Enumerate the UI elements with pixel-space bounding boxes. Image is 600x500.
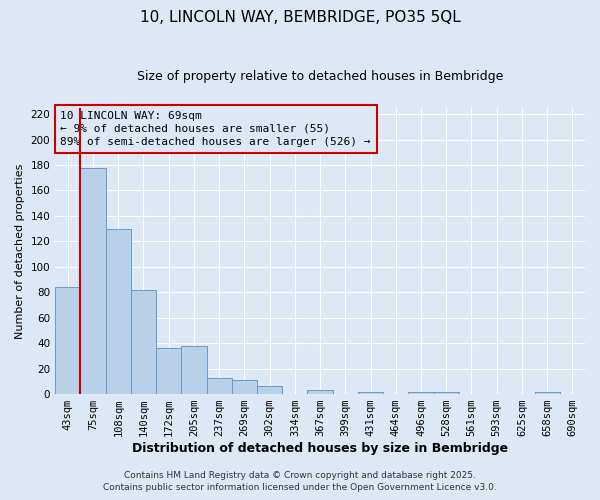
- Bar: [358, 392, 383, 394]
- Bar: [206, 378, 232, 394]
- Bar: [434, 392, 459, 394]
- Bar: [535, 392, 560, 394]
- Title: Size of property relative to detached houses in Bembridge: Size of property relative to detached ho…: [137, 70, 503, 83]
- Bar: [80, 168, 106, 394]
- Bar: [55, 287, 80, 394]
- Bar: [307, 390, 332, 394]
- Bar: [232, 380, 257, 394]
- Bar: [156, 348, 181, 394]
- Y-axis label: Number of detached properties: Number of detached properties: [15, 163, 25, 338]
- Bar: [131, 290, 156, 394]
- Bar: [257, 386, 282, 394]
- Bar: [181, 346, 206, 394]
- X-axis label: Distribution of detached houses by size in Bembridge: Distribution of detached houses by size …: [132, 442, 508, 455]
- Text: 10 LINCOLN WAY: 69sqm
← 9% of detached houses are smaller (55)
89% of semi-detac: 10 LINCOLN WAY: 69sqm ← 9% of detached h…: [61, 110, 371, 147]
- Bar: [106, 228, 131, 394]
- Text: 10, LINCOLN WAY, BEMBRIDGE, PO35 5QL: 10, LINCOLN WAY, BEMBRIDGE, PO35 5QL: [140, 10, 460, 25]
- Bar: [409, 392, 434, 394]
- Text: Contains HM Land Registry data © Crown copyright and database right 2025.
Contai: Contains HM Land Registry data © Crown c…: [103, 471, 497, 492]
